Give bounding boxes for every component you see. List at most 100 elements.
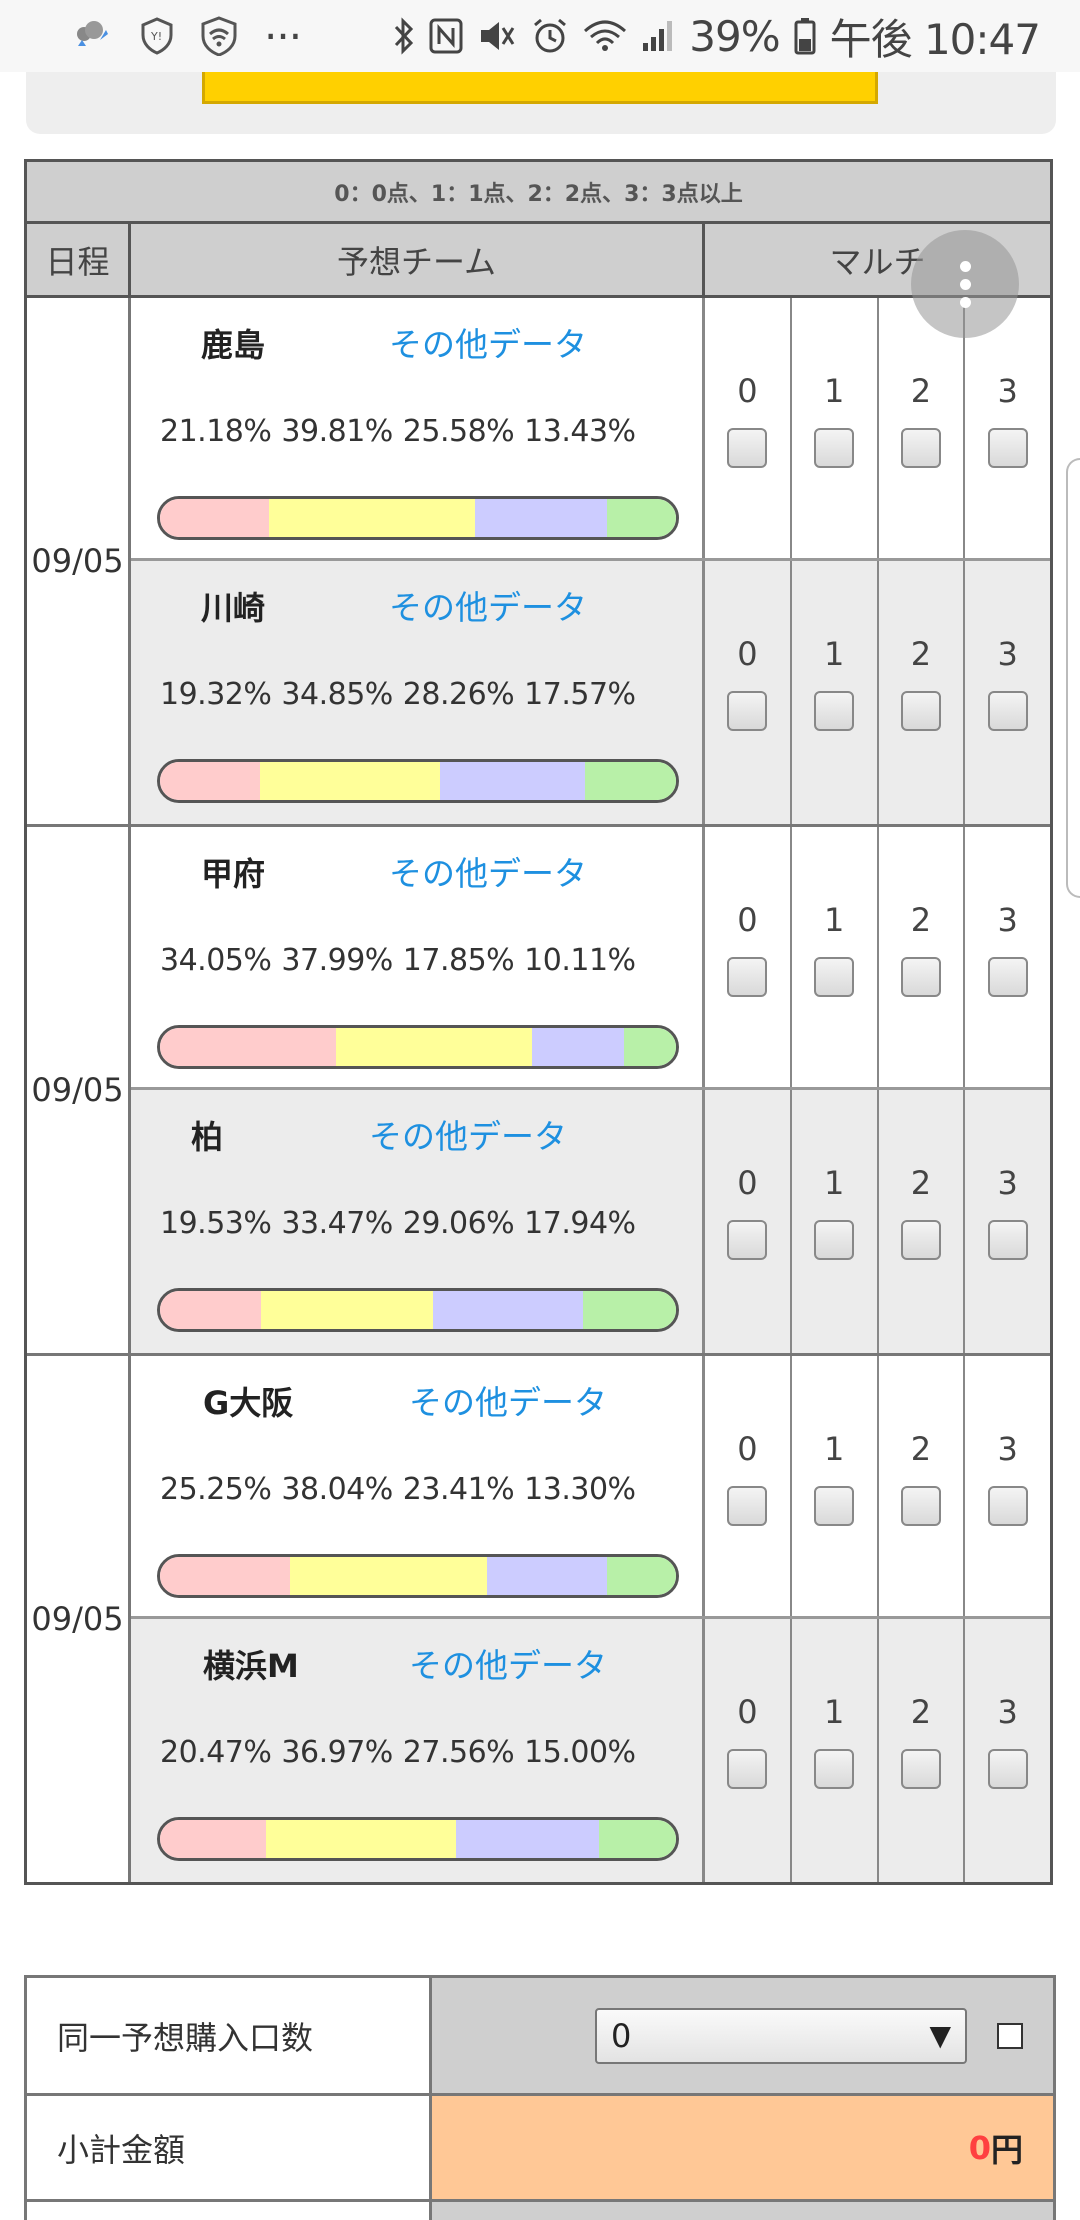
multi-checkbox[interactable] xyxy=(987,957,1028,997)
probability-value: 25.58% xyxy=(402,414,515,449)
header-team: 予想チーム xyxy=(131,224,705,295)
team-name: 柏 xyxy=(191,1118,224,1156)
probability-value: 28.26% xyxy=(402,677,515,712)
other-data-link[interactable]: その他データ xyxy=(409,1383,607,1422)
match-teams: 甲府 その他データ 34.05% 37.99% 17.85% 10.11% 0 1 2 3 柏その他… xyxy=(131,827,1050,1353)
match-date: 09/05 xyxy=(27,298,131,824)
multi-select-cells: 0 1 2 3 xyxy=(705,1356,1050,1616)
multi-label: 2 xyxy=(910,901,932,939)
multi-cell: 0 xyxy=(705,1090,792,1353)
multi-select-cells: 0 1 2 3 xyxy=(705,827,1050,1087)
multi-cell: 0 xyxy=(705,1619,792,1882)
other-data-link[interactable]: その他データ xyxy=(369,1117,567,1156)
team-cell: 鹿島 その他データ 21.18% 39.81% 25.58% 13.43% xyxy=(131,298,705,558)
multi-label: 0 xyxy=(737,1164,758,1202)
multi-cell: 3 xyxy=(965,1619,1050,1882)
dot-icon xyxy=(959,260,971,272)
multi-label: 0 xyxy=(737,1430,758,1468)
multi-checkbox[interactable] xyxy=(900,1749,941,1789)
probability-values: 21.18% 39.81% 25.58% 13.43% xyxy=(160,414,636,449)
probability-value: 15.00% xyxy=(524,1735,636,1770)
probability-segment-1 xyxy=(335,1028,532,1066)
probability-value: 21.18% xyxy=(160,414,272,449)
team-row: G大阪 その他データ 25.25% 38.04% 23.41% 13.30% 0 1 2 3 xyxy=(131,1356,1050,1619)
multi-checkbox[interactable] xyxy=(814,1220,855,1260)
quantity-checkbox[interactable] xyxy=(997,2022,1023,2049)
next-row-label xyxy=(27,2202,432,2220)
clock: 午後 10:47 xyxy=(829,14,1041,64)
nfc-icon xyxy=(429,18,463,54)
battery-percent: 39% xyxy=(689,11,780,61)
probability-values: 25.25% 38.04% 23.41% 13.30% xyxy=(160,1472,636,1507)
probability-segment-1 xyxy=(290,1557,487,1595)
multi-checkbox[interactable] xyxy=(814,428,855,468)
multi-checkbox[interactable] xyxy=(900,1220,941,1260)
other-data-link[interactable]: その他データ xyxy=(389,325,587,364)
multi-cell: 1 xyxy=(792,1619,879,1882)
other-data-link[interactable]: その他データ xyxy=(389,588,587,627)
match-teams: 鹿島 その他データ 21.18% 39.81% 25.58% 13.43% 0 1 2 3 川崎 その… xyxy=(131,298,1050,824)
multi-label: 2 xyxy=(910,372,932,410)
other-data-link[interactable]: その他データ xyxy=(389,854,587,893)
bluetooth-icon xyxy=(393,17,415,55)
multi-select-cells: 0 1 2 3 xyxy=(705,298,1050,558)
quantity-label: 同一予想購入口数 xyxy=(27,1978,432,2093)
multi-checkbox[interactable] xyxy=(987,428,1028,468)
multi-checkbox[interactable] xyxy=(727,1749,768,1789)
multi-checkbox[interactable] xyxy=(727,957,768,997)
subtotal-amount: 0 xyxy=(968,2128,991,2167)
multi-checkbox[interactable] xyxy=(900,691,941,731)
mute-icon xyxy=(477,18,517,54)
multi-checkbox[interactable] xyxy=(987,1220,1028,1260)
multi-checkbox[interactable] xyxy=(814,1749,855,1789)
more-options-button[interactable] xyxy=(911,230,1019,338)
multi-label: 3 xyxy=(997,1693,1018,1731)
multi-checkbox[interactable] xyxy=(900,957,941,997)
probability-bar xyxy=(157,496,679,540)
probability-value: 29.06% xyxy=(402,1206,515,1241)
probability-value: 36.97% xyxy=(281,1735,393,1770)
multi-checkbox[interactable] xyxy=(727,428,768,468)
multi-checkbox[interactable] xyxy=(900,1486,941,1526)
edge-panel-handle[interactable] xyxy=(1066,458,1080,898)
multi-checkbox[interactable] xyxy=(727,1486,768,1526)
multi-label: 1 xyxy=(823,635,845,673)
team-cell: 川崎 その他データ 19.32% 34.85% 28.26% 17.57% xyxy=(131,561,705,824)
multi-checkbox[interactable] xyxy=(814,691,855,731)
multi-label: 2 xyxy=(910,635,932,673)
other-data-link[interactable]: その他データ xyxy=(409,1646,607,1685)
multi-label: 2 xyxy=(910,1693,932,1731)
multi-checkbox[interactable] xyxy=(900,428,941,468)
multi-select-cells: 0 1 2 3 xyxy=(705,1619,1050,1882)
multi-checkbox[interactable] xyxy=(987,691,1028,731)
match-date: 09/05 xyxy=(27,1356,131,1882)
multi-checkbox[interactable] xyxy=(987,1749,1028,1789)
multi-cell: 3 xyxy=(965,1090,1050,1353)
multi-checkbox[interactable] xyxy=(987,1486,1028,1526)
multi-checkbox[interactable] xyxy=(814,957,855,997)
probability-value: 25.25% xyxy=(160,1472,272,1507)
quantity-select[interactable]: 0 ▼ xyxy=(595,2007,967,2064)
multi-cell: 2 xyxy=(879,1356,966,1616)
multi-label: 2 xyxy=(910,1164,932,1202)
match-teams: G大阪 その他データ 25.25% 38.04% 23.41% 13.30% 0 1 2 3 横浜M… xyxy=(131,1356,1050,1882)
probability-segment-3 xyxy=(598,1820,676,1858)
submit-button-partial[interactable] xyxy=(202,72,878,104)
probability-segment-2 xyxy=(433,1291,584,1329)
probability-segment-0 xyxy=(160,499,270,537)
probability-value: 34.85% xyxy=(281,677,393,712)
team-row: 川崎 その他データ 19.32% 34.85% 28.26% 17.57% 0 1 2 3 xyxy=(131,561,1050,824)
probability-segment-1 xyxy=(269,499,475,537)
multi-checkbox[interactable] xyxy=(814,1486,855,1526)
alarm-icon xyxy=(531,17,569,55)
multi-label: 1 xyxy=(823,1164,845,1202)
multi-cell: 3 xyxy=(965,1356,1050,1616)
multi-checkbox[interactable] xyxy=(727,691,768,731)
multi-checkbox[interactable] xyxy=(727,1220,768,1260)
multi-cell: 1 xyxy=(792,298,879,558)
status-bar: Y! ··· 39% 午後 10:47 xyxy=(0,0,1080,72)
multi-cell: 0 xyxy=(705,561,792,824)
dropdown-arrow-icon: ▼ xyxy=(929,2019,951,2052)
